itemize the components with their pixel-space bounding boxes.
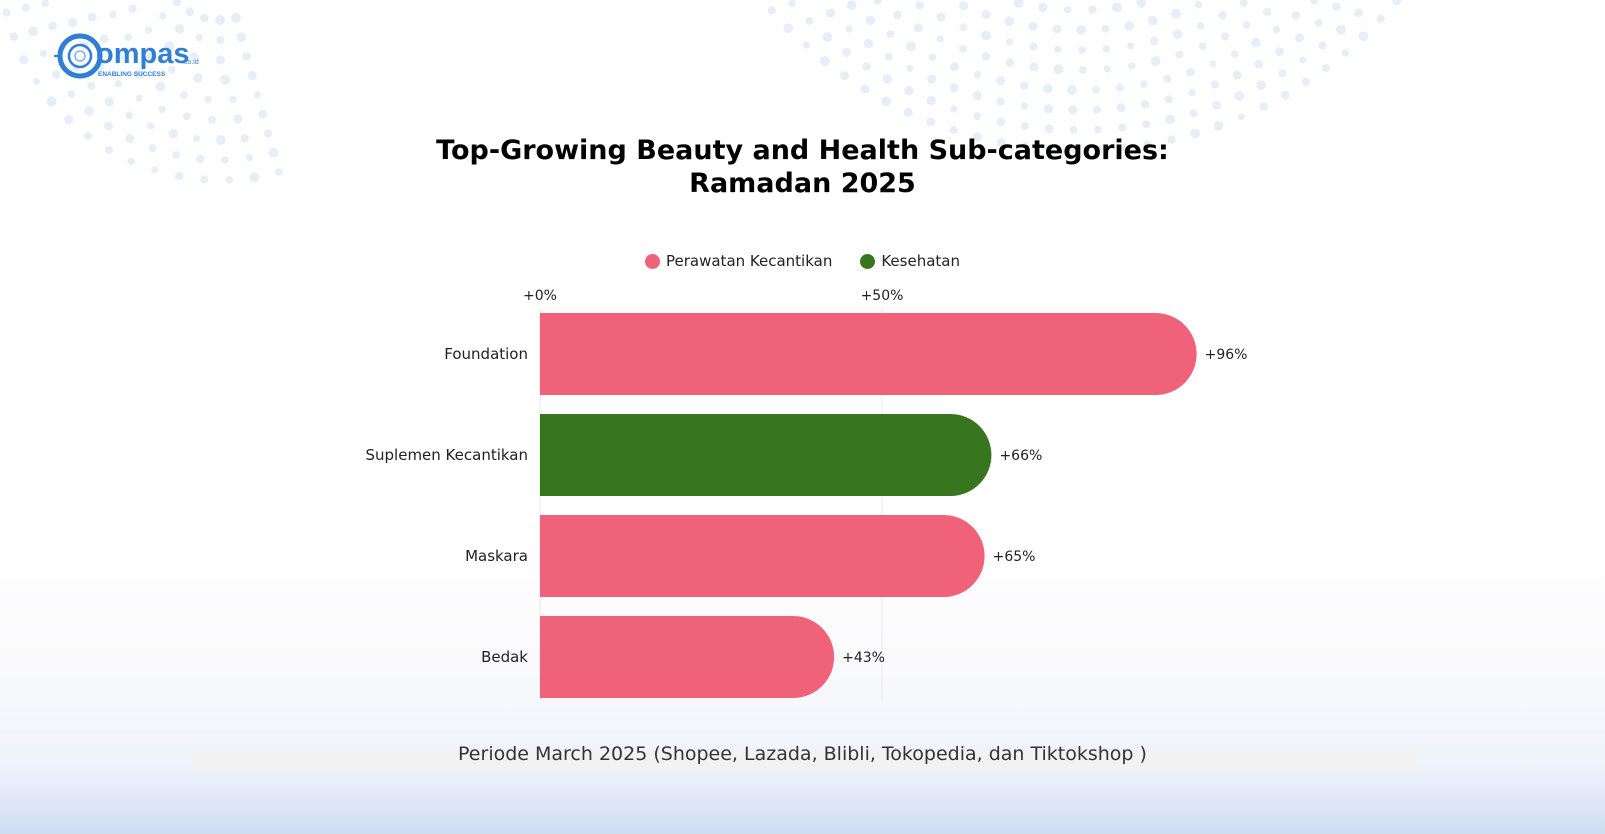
legend-swatch-kesehatan: [860, 254, 875, 269]
data-label: +66%: [999, 448, 1042, 464]
bar-chart: +0% +50% Foundation +96% Suplemen Kecantikan…: [0, 280, 1605, 710]
bar-suplemen-kecantikan: [540, 414, 991, 496]
chart-title: Top-Growing Beauty and Health Sub-catego…: [0, 134, 1605, 200]
category-label: Foundation: [444, 345, 528, 363]
chart-title-line2: Ramadan 2025: [0, 167, 1605, 200]
data-label: +65%: [993, 549, 1036, 565]
footnote: Periode March 2025 (Shopee, Lazada, Blib…: [0, 743, 1605, 765]
bar-foundation: [540, 313, 1197, 395]
compas-logo: ompas .co.id ENABLING SUCCESS: [54, 30, 214, 82]
legend-label-perawatan: Perawatan Kecantikan: [666, 252, 832, 270]
category-label: Suplemen Kecantikan: [366, 446, 529, 464]
logo-text: ompas: [96, 38, 189, 70]
chart-title-line1: Top-Growing Beauty and Health Sub-catego…: [0, 134, 1605, 167]
bar-maskara: [540, 515, 985, 597]
logo-tagline: ENABLING SUCCESS: [98, 71, 166, 78]
x-tick-label: +0%: [523, 288, 557, 304]
compass-icon: [60, 36, 100, 76]
legend-swatch-perawatan: [645, 254, 660, 269]
data-label: +96%: [1205, 347, 1248, 363]
category-label: Maskara: [465, 547, 528, 565]
x-tick-label: +50%: [861, 288, 904, 304]
legend-item-kesehatan: Kesehatan: [860, 252, 960, 270]
legend-label-kesehatan: Kesehatan: [881, 252, 960, 270]
chart-legend: Perawatan Kecantikan Kesehatan: [0, 252, 1605, 270]
category-label: Bedak: [481, 648, 528, 666]
logo-domain: .co.id: [182, 59, 199, 66]
legend-item-perawatan: Perawatan Kecantikan: [645, 252, 832, 270]
bar-bedak: [540, 616, 834, 698]
data-label: +43%: [842, 650, 885, 666]
